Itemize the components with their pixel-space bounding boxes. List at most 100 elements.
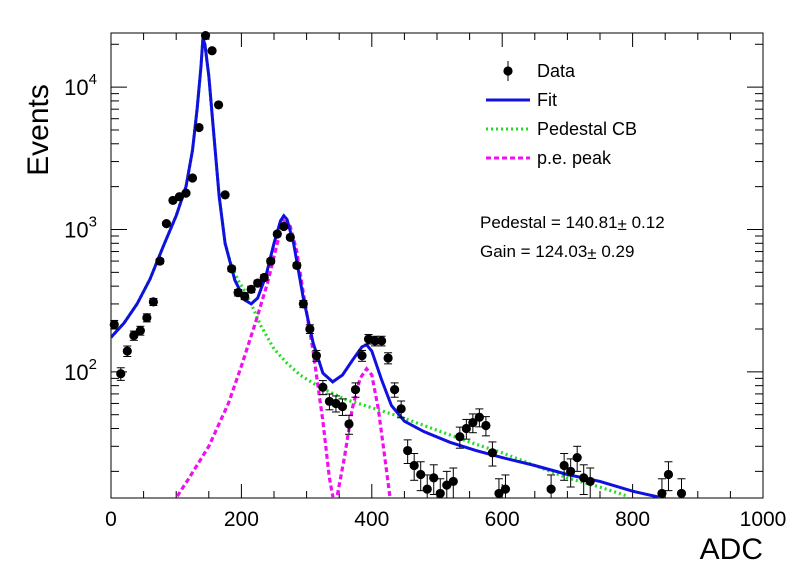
data-marker bbox=[422, 484, 432, 494]
y-tick-label: 102 bbox=[64, 356, 97, 385]
data-point bbox=[383, 352, 393, 365]
data-marker bbox=[305, 324, 315, 334]
data-point bbox=[448, 467, 458, 499]
data-point bbox=[298, 299, 308, 309]
data-marker bbox=[116, 369, 126, 379]
data-marker bbox=[396, 404, 406, 414]
data-marker bbox=[161, 218, 172, 229]
data-point bbox=[429, 464, 439, 495]
data-point bbox=[116, 367, 126, 381]
y-tick-label: 103 bbox=[64, 213, 97, 242]
data-marker bbox=[298, 299, 308, 309]
data-marker bbox=[455, 432, 465, 442]
data-point bbox=[155, 256, 165, 266]
data-marker bbox=[435, 488, 445, 499]
data-marker bbox=[429, 473, 439, 483]
data-marker bbox=[357, 351, 367, 361]
y-tick-label: 104 bbox=[64, 71, 97, 100]
data-point bbox=[468, 413, 478, 434]
data-point bbox=[161, 218, 172, 229]
data-marker bbox=[272, 229, 282, 239]
data-marker bbox=[109, 319, 119, 330]
y-axis-label: Events bbox=[22, 84, 55, 176]
data-point bbox=[461, 418, 471, 440]
data-marker bbox=[181, 188, 191, 198]
data-marker bbox=[135, 325, 145, 336]
data-point bbox=[474, 408, 484, 428]
data-point bbox=[285, 232, 295, 242]
data-marker bbox=[311, 351, 321, 361]
legend-label: p.e. peak bbox=[537, 148, 612, 168]
data-marker bbox=[546, 484, 556, 494]
data-marker bbox=[566, 466, 576, 476]
data-point bbox=[663, 461, 674, 492]
data-point bbox=[396, 400, 406, 419]
data-point bbox=[194, 122, 204, 133]
x-tick-label: 800 bbox=[615, 508, 650, 531]
fit-curve bbox=[111, 37, 660, 498]
data-point bbox=[148, 297, 158, 307]
data-point bbox=[246, 284, 256, 294]
data-marker bbox=[279, 221, 289, 232]
data-marker bbox=[142, 313, 152, 323]
data-point bbox=[259, 272, 269, 283]
legend-label: Pedestal CB bbox=[537, 119, 637, 139]
data-marker bbox=[409, 460, 419, 471]
data-point bbox=[481, 416, 491, 437]
x-tick-label: 600 bbox=[485, 508, 520, 531]
data-marker bbox=[155, 256, 165, 266]
data-point bbox=[350, 382, 361, 398]
data-point bbox=[657, 478, 667, 499]
data-point bbox=[109, 319, 119, 330]
x-tick-labels: 0 200 400 600 800 1000 bbox=[105, 508, 786, 531]
data-point bbox=[494, 478, 504, 499]
x-tick-label: 200 bbox=[224, 508, 259, 531]
data-point bbox=[135, 325, 145, 336]
data-point bbox=[181, 188, 191, 198]
data-marker bbox=[585, 476, 595, 487]
data-marker bbox=[487, 448, 498, 458]
plot-frame bbox=[110, 32, 764, 499]
data-point bbox=[200, 31, 211, 41]
data-point bbox=[676, 478, 687, 499]
data-marker bbox=[259, 272, 269, 283]
data-marker bbox=[468, 418, 478, 428]
data-point bbox=[305, 324, 315, 335]
legend: Data Fit Pedestal CB p.e. peak bbox=[486, 61, 637, 168]
data-marker bbox=[200, 31, 211, 41]
data-point bbox=[266, 256, 276, 266]
p-e-peak-2-curve bbox=[335, 366, 392, 498]
data-marker bbox=[148, 297, 158, 307]
data-point bbox=[409, 453, 419, 481]
data-point bbox=[559, 453, 569, 481]
y-tick-labels: 102 103 104 bbox=[64, 71, 97, 385]
data-point bbox=[122, 345, 132, 358]
data-point bbox=[292, 260, 302, 270]
data-point bbox=[220, 190, 230, 200]
data-marker bbox=[500, 484, 511, 494]
data-marker bbox=[383, 353, 393, 363]
data-marker bbox=[227, 264, 237, 274]
gain-annotation: Gain = 124.03± 0.29 bbox=[480, 242, 634, 263]
data-marker bbox=[461, 423, 471, 434]
data-point bbox=[572, 445, 582, 472]
x-tick-label: 400 bbox=[354, 508, 389, 531]
data-marker bbox=[318, 382, 328, 392]
data-marker bbox=[213, 100, 224, 110]
data-point bbox=[279, 221, 289, 232]
data-marker bbox=[350, 385, 361, 395]
data-marker bbox=[194, 122, 204, 133]
x-axis-label: ADC bbox=[700, 533, 763, 566]
data-point bbox=[585, 467, 595, 499]
data-marker bbox=[676, 488, 687, 499]
data-point bbox=[187, 173, 198, 183]
data-marker bbox=[253, 278, 263, 288]
legend-entry: p.e. peak bbox=[486, 148, 612, 168]
pedestal-cb-curve bbox=[111, 37, 627, 498]
data-point bbox=[403, 439, 413, 465]
data-marker bbox=[266, 256, 276, 266]
data-point bbox=[487, 441, 498, 467]
data-point bbox=[376, 335, 387, 347]
data-point bbox=[318, 380, 328, 396]
